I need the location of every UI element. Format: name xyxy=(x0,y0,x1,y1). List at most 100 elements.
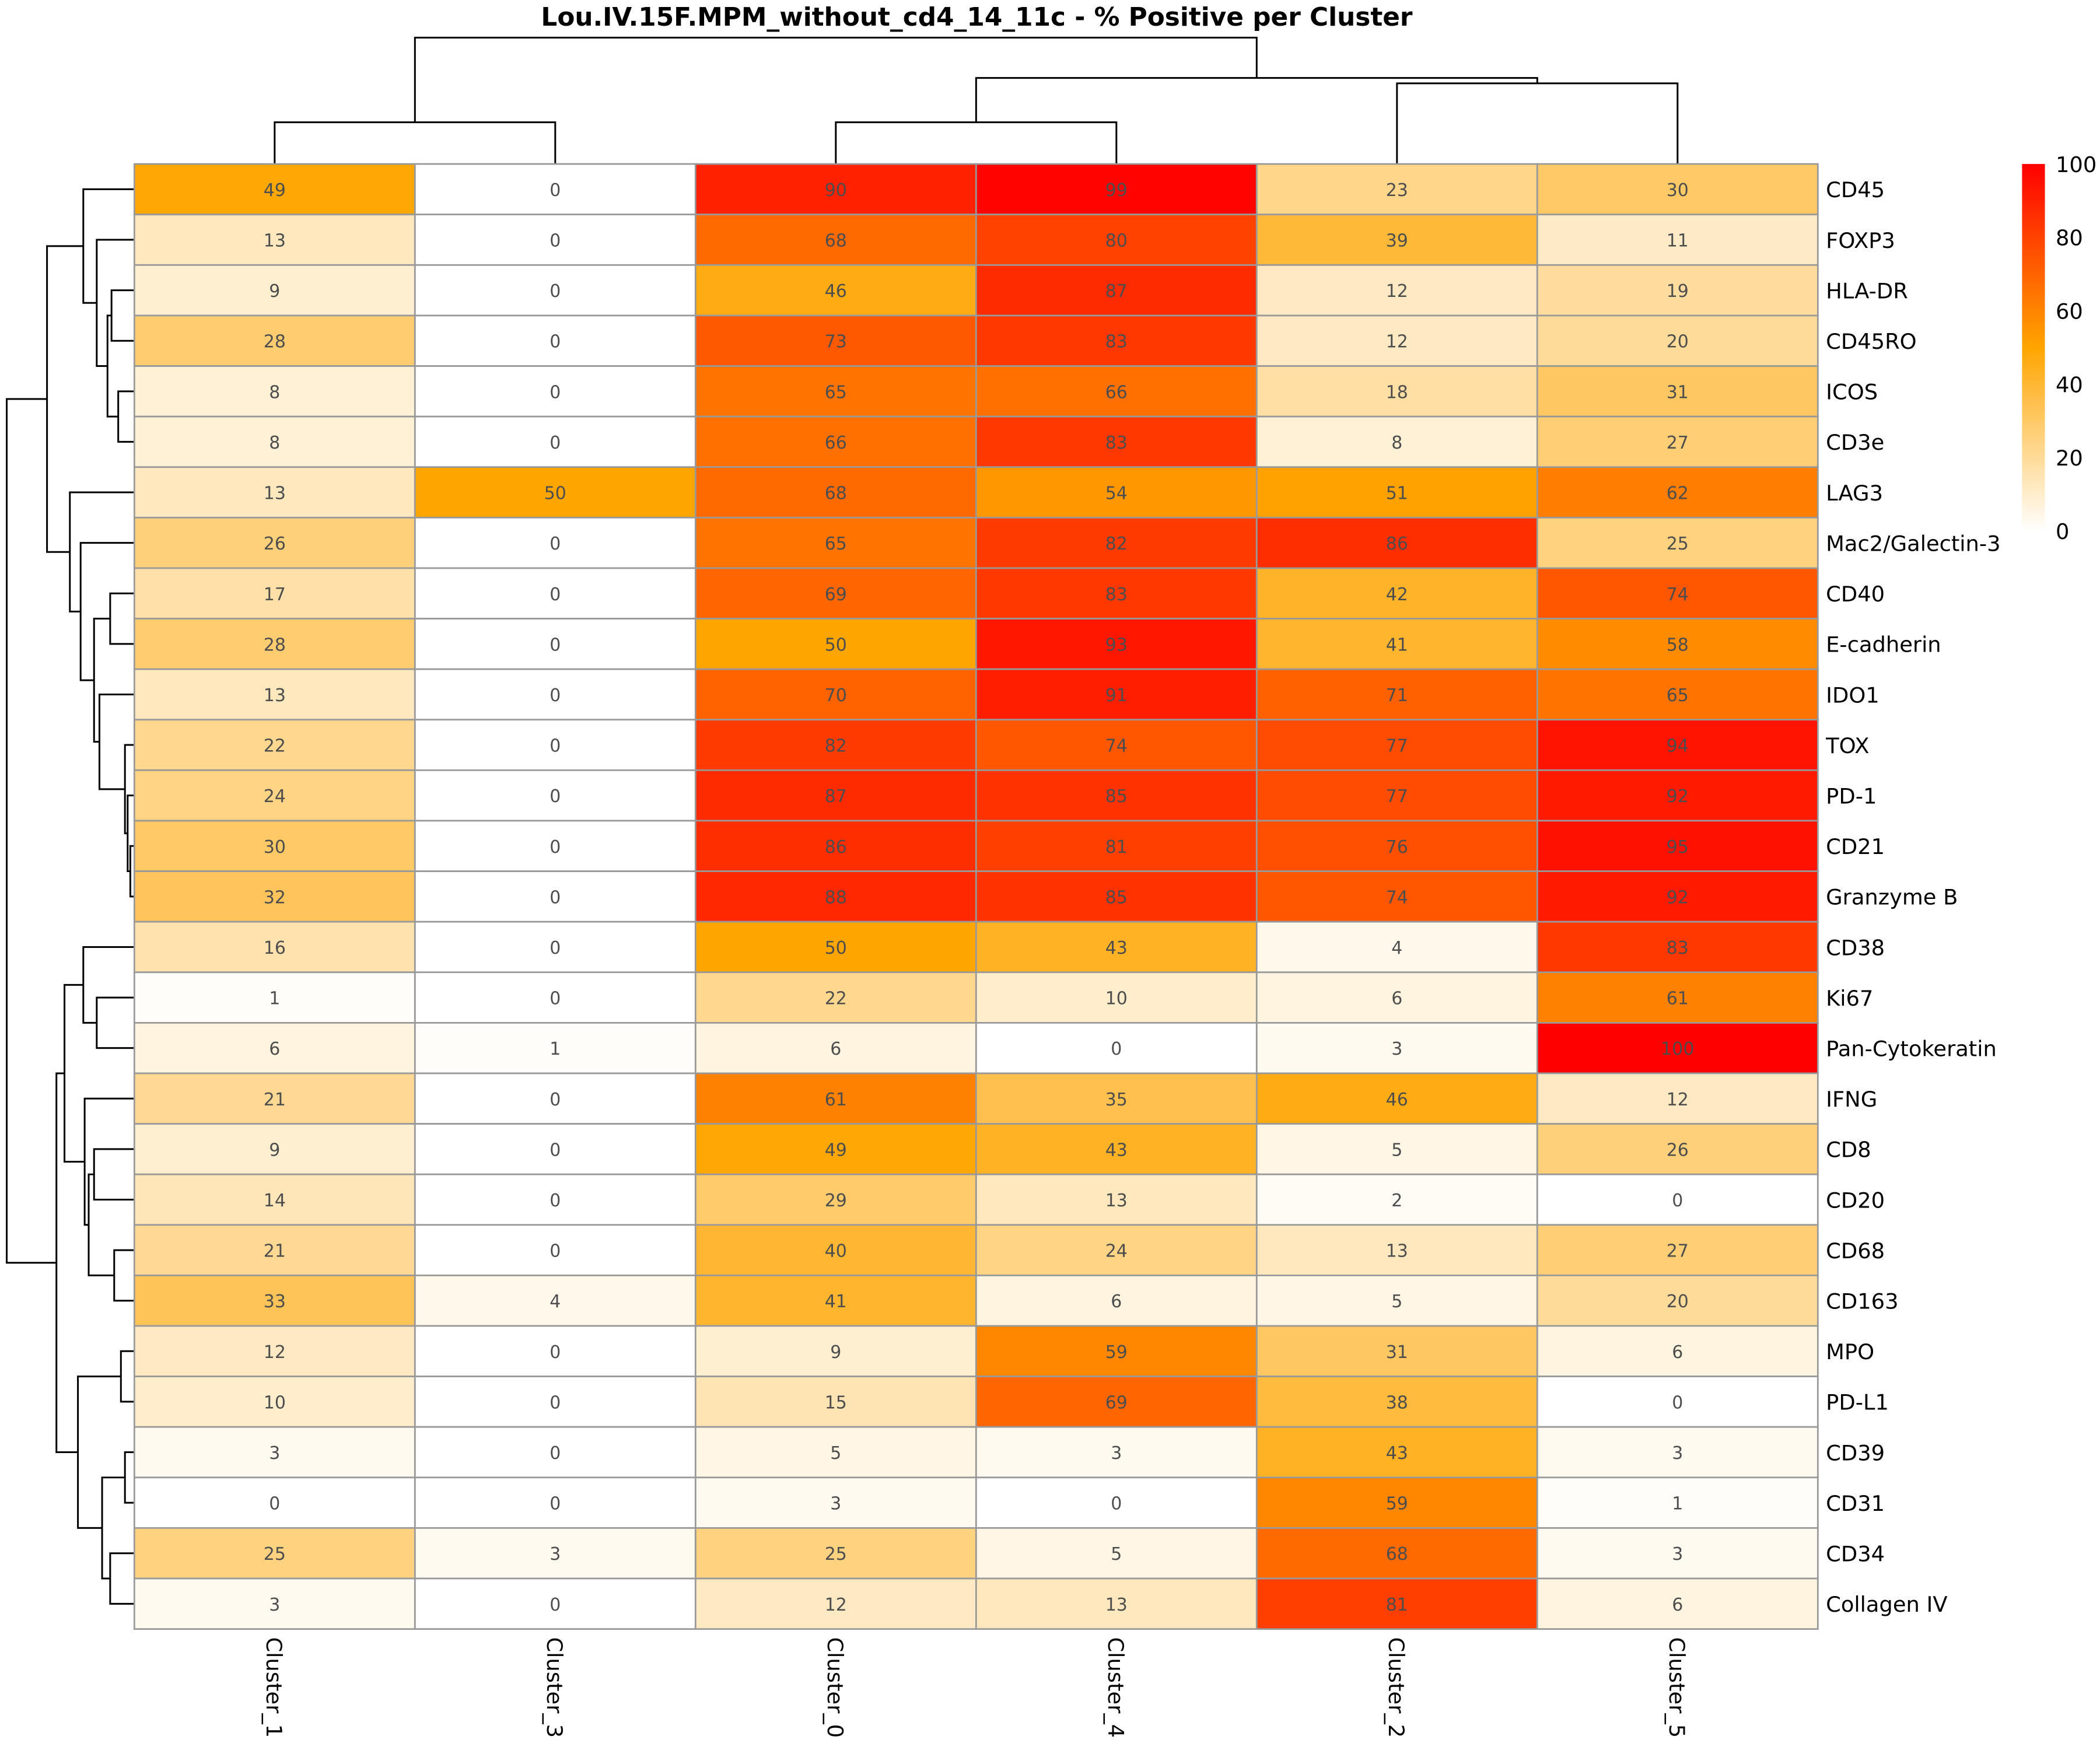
cell-value-label: 21 xyxy=(264,1241,286,1262)
heatmap-cell xyxy=(414,516,696,569)
cell-value-label: 3 xyxy=(830,1494,841,1514)
cell-value-label: 0 xyxy=(1672,1191,1683,1211)
row-label: PD-1 xyxy=(1826,783,1877,808)
heatmap-cell xyxy=(1255,618,1538,670)
cell-value-label: 6 xyxy=(1111,1292,1122,1312)
cell-value-label: 6 xyxy=(1672,1595,1683,1615)
heatmap-cell xyxy=(414,1224,696,1276)
heatmap-cell xyxy=(414,1577,696,1630)
heatmap-cell xyxy=(414,971,696,1024)
cell-value-label: 49 xyxy=(264,180,286,201)
cell-value-label: 93 xyxy=(1105,635,1128,655)
column-label: Cluster_5 xyxy=(1664,1637,1689,1738)
cell-value-label: 65 xyxy=(825,534,847,554)
color-legend: 0 20 40 60 80 100 xyxy=(2022,152,2096,544)
heatmap-cell xyxy=(1255,1376,1538,1428)
cell-value-label: 74 xyxy=(1386,887,1408,908)
legend-tick-label: 60 xyxy=(2056,299,2083,324)
cell-value-label: 3 xyxy=(1111,1443,1122,1464)
dendrogram-branch xyxy=(82,188,135,304)
cell-value-label: 0 xyxy=(550,1342,561,1363)
cell-value-label: 80 xyxy=(1105,231,1128,251)
heatmap-cell xyxy=(1536,618,1819,670)
heatmap-cell xyxy=(133,1072,416,1125)
heatmap-cell xyxy=(694,921,977,974)
heatmap-cell xyxy=(133,415,416,468)
cell-value-label: 0 xyxy=(550,736,561,757)
cell-value-label: 13 xyxy=(1105,1595,1128,1615)
cell-value-label: 20 xyxy=(1667,332,1689,352)
cell-value-label: 83 xyxy=(1105,433,1128,453)
cell-value-label: 0 xyxy=(269,1494,280,1514)
heatmap-cell xyxy=(694,466,977,519)
row-label: E-cadherin xyxy=(1826,632,1941,657)
cell-value-label: 77 xyxy=(1386,736,1408,757)
cell-value-label: 12 xyxy=(1667,1090,1689,1110)
cell-value-label: 0 xyxy=(550,433,561,453)
row-label: CD3e xyxy=(1826,430,1884,455)
column-label: Cluster_0 xyxy=(822,1637,848,1738)
heatmap-cell xyxy=(133,1123,416,1175)
heatmap-cell xyxy=(133,618,416,670)
heatmap-cell xyxy=(414,1476,696,1529)
heatmap-cell xyxy=(1536,214,1819,266)
cell-value-label: 6 xyxy=(830,1039,841,1059)
cell-value-label: 22 xyxy=(264,736,286,757)
row-dendrogram xyxy=(6,188,135,1605)
cell-value-label: 0 xyxy=(550,1140,561,1160)
cell-value-label: 68 xyxy=(1386,1544,1408,1564)
chart-title: Lou.IV.15F.MPM_without_cd4_14_11c - % Po… xyxy=(541,2,1412,32)
row-label: PD-L1 xyxy=(1826,1390,1889,1415)
row-label: MPO xyxy=(1826,1339,1874,1364)
dendrogram-branch xyxy=(79,542,135,681)
heatmap-cell xyxy=(975,1072,1258,1125)
cell-value-label: 13 xyxy=(1386,1241,1408,1262)
heatmap-cell xyxy=(1255,1527,1538,1580)
heatmap-cell xyxy=(1255,971,1538,1024)
cell-value-label: 0 xyxy=(550,231,561,251)
cell-value-label: 0 xyxy=(550,837,561,858)
heatmap-cell xyxy=(1536,516,1819,569)
heatmap-cell xyxy=(133,719,416,771)
heatmap-cell xyxy=(975,1325,1258,1377)
dendrogram-branch xyxy=(83,1097,135,1226)
cell-value-label: 59 xyxy=(1386,1494,1408,1514)
cell-value-label: 10 xyxy=(1105,989,1128,1009)
cell-value-label: 100 xyxy=(1661,1039,1694,1059)
heatmap-cell xyxy=(694,1426,977,1479)
heatmap-cell xyxy=(1255,365,1538,418)
dendrogram-branch xyxy=(835,121,1118,164)
cell-value-label: 81 xyxy=(1105,837,1128,858)
heatmap-cell xyxy=(414,820,696,872)
cell-value-label: 5 xyxy=(1391,1140,1402,1160)
heatmap-cell xyxy=(414,214,696,266)
dendrogram-branch xyxy=(93,1148,135,1200)
cell-value-label: 81 xyxy=(1386,1595,1408,1615)
heatmap-cell xyxy=(133,163,416,216)
cell-value-label: 0 xyxy=(550,1241,561,1262)
cell-value-label: 0 xyxy=(550,685,561,706)
cell-value-label: 46 xyxy=(1386,1090,1408,1110)
heatmap-cell xyxy=(414,870,696,923)
cell-value-label: 86 xyxy=(825,837,847,858)
dendrogram-branch xyxy=(64,984,85,1163)
heatmap-cell xyxy=(694,1577,977,1630)
row-label: FOXP3 xyxy=(1826,228,1895,253)
cell-value-label: 3 xyxy=(1672,1443,1683,1464)
legend-tick-label: 40 xyxy=(2056,372,2083,397)
heatmap-cell xyxy=(1255,1021,1538,1074)
cell-value-label: 94 xyxy=(1667,736,1689,757)
heatmap-cell xyxy=(414,618,696,670)
cell-value-label: 33 xyxy=(264,1292,286,1312)
row-label: IFNG xyxy=(1826,1087,1877,1112)
row-label: CD34 xyxy=(1826,1542,1885,1567)
heatmap-cell xyxy=(133,921,416,974)
dendrogram-branch xyxy=(98,693,135,790)
heatmap-cell xyxy=(1536,1577,1819,1630)
column-label: Cluster_1 xyxy=(261,1637,286,1738)
cell-value-label: 0 xyxy=(550,938,561,958)
cell-value-label: 24 xyxy=(264,786,286,807)
cell-value-label: 3 xyxy=(1672,1544,1683,1564)
cell-value-label: 5 xyxy=(830,1443,841,1464)
cell-value-label: 6 xyxy=(1672,1342,1683,1363)
